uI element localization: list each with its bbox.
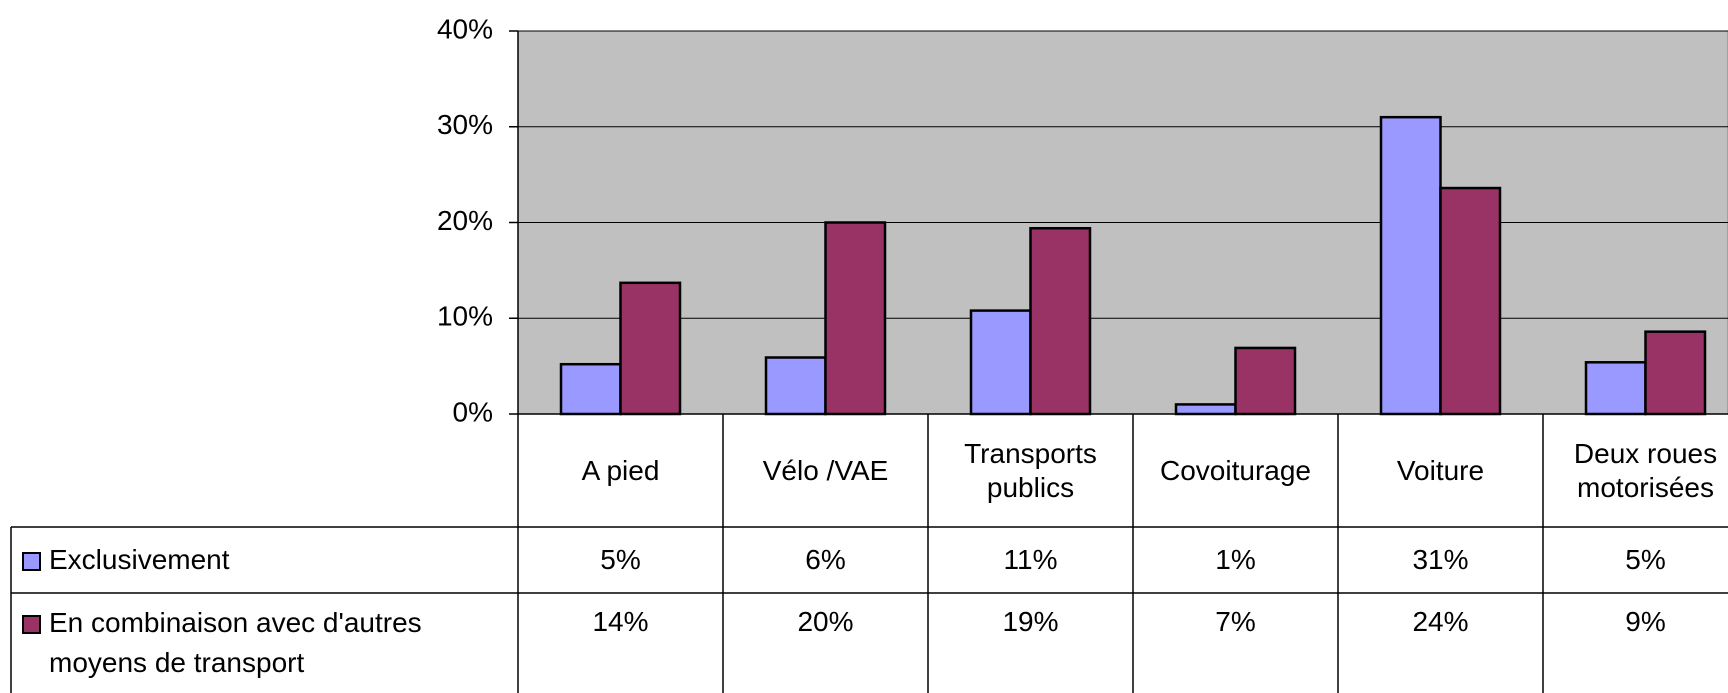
x-tick-label: Vélo /VAE — [762, 454, 889, 486]
y-tick-label: 10% — [437, 301, 493, 332]
bar — [1584, 361, 1647, 416]
legend-label: Exclusivement — [49, 544, 230, 575]
legend-label: En combinaison avec d'autres moyens de t… — [49, 607, 422, 678]
data-label: 7% — [1215, 606, 1256, 637]
bar — [1174, 403, 1237, 416]
bar — [824, 221, 887, 416]
legend-entry: Exclusivement — [22, 540, 512, 580]
y-tick-label: 30% — [437, 109, 493, 140]
y-tick-label: 20% — [437, 205, 493, 236]
data-label: 5% — [600, 544, 641, 575]
bar — [619, 281, 682, 416]
data-label: 11% — [1003, 544, 1058, 575]
bar — [1234, 346, 1297, 416]
x-tick-label: Covoiturage — [1160, 454, 1311, 486]
data-label: 9% — [1625, 606, 1666, 637]
bar — [1439, 186, 1502, 416]
x-tick-label: Deux roues motorisées — [1573, 437, 1718, 503]
y-tick-label: 40% — [437, 13, 493, 44]
data-label: 24% — [1412, 606, 1469, 637]
bar — [1379, 115, 1442, 416]
x-tick-label: Voiture — [1396, 454, 1485, 486]
data-label: 1% — [1215, 544, 1256, 575]
bar — [969, 309, 1032, 416]
bar — [764, 356, 827, 416]
x-tick-label: A pied — [581, 454, 660, 486]
data-label: 5% — [1625, 544, 1666, 575]
bar — [1029, 226, 1092, 416]
bar — [1644, 330, 1707, 416]
y-tick-label: 0% — [453, 396, 493, 427]
x-tick-label: Transports publics — [964, 437, 1097, 503]
data-label: 20% — [797, 606, 854, 637]
bar — [559, 362, 622, 416]
legend-entry: En combinaison avec d'autres moyens de t… — [22, 603, 512, 683]
data-label: 6% — [805, 544, 846, 575]
legend-swatch — [22, 552, 41, 571]
data-label: 14% — [592, 606, 649, 637]
data-label: 31% — [1412, 544, 1469, 575]
data-label: 19% — [1002, 606, 1059, 637]
legend-swatch — [22, 615, 41, 634]
